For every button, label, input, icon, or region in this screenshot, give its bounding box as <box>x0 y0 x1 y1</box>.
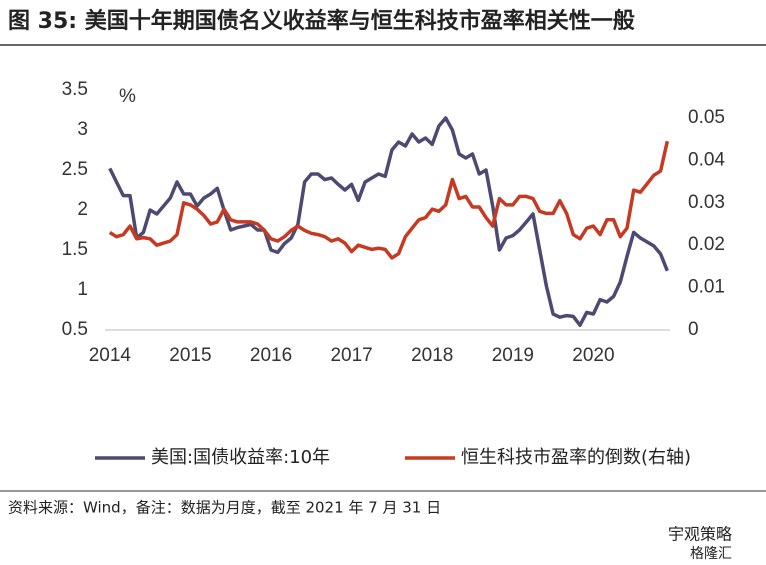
x-tick-label: 2019 <box>492 345 534 366</box>
y2-tick-label: 0.03 <box>688 192 725 213</box>
y2-tick-label: 0.05 <box>688 107 725 128</box>
y-tick-label: 3.5 <box>62 79 88 100</box>
y2-tick-label: 0.01 <box>688 277 725 298</box>
legend-label: 恒生科技市盈率的倒数(右轴) <box>461 447 691 468</box>
y-tick-label: 3 <box>77 119 88 140</box>
y-tick-label: 2.5 <box>62 159 88 180</box>
unit-label: % <box>119 86 136 107</box>
x-tick-label: 2014 <box>89 345 132 366</box>
x-tick-label: 2016 <box>250 345 292 366</box>
y2-tick-label: 0.02 <box>688 234 725 255</box>
x-tick-label: 2020 <box>572 345 614 366</box>
y2-tick-label: 0 <box>688 319 699 340</box>
y-tick-label: 2 <box>77 199 88 220</box>
watermark: 宇观策略 <box>668 525 732 544</box>
series-line <box>108 140 670 260</box>
chart-title: 图 35: 美国十年期国债名义收益率与恒生科技市盈率相关性一般 <box>8 8 635 34</box>
series-line <box>108 116 669 327</box>
y-tick-label: 1 <box>77 279 88 300</box>
y2-tick-label: 0.04 <box>688 149 725 170</box>
x-tick-label: 2015 <box>169 345 211 366</box>
source-note: 资料来源：Wind，备注：数据为月度，截至 2021 年 7 月 31 日 <box>8 499 441 517</box>
x-tick-label: 2018 <box>411 345 453 366</box>
y-tick-label: 1.5 <box>62 239 88 260</box>
legend-label: 美国:国债收益率:10年 <box>151 447 330 468</box>
x-tick-label: 2017 <box>330 345 372 366</box>
y-tick-label: 0.5 <box>62 319 88 340</box>
watermark: 格隆汇 <box>690 546 732 562</box>
